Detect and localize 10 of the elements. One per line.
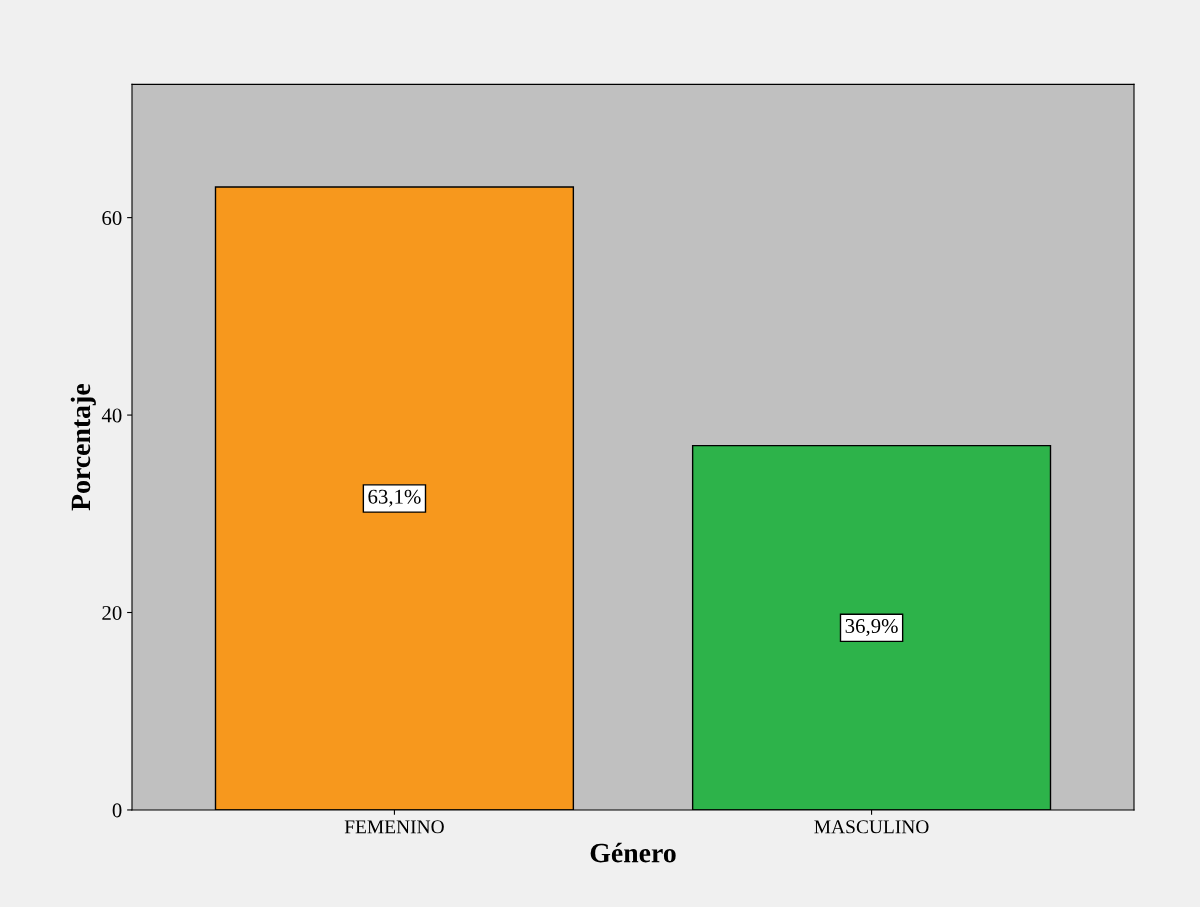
y-tick-label: 40	[101, 408, 122, 423]
x-tick-label: FEMENINO	[344, 820, 444, 834]
y-tick-label: 20	[102, 605, 122, 620]
data-label: 63,1%	[368, 489, 421, 507]
y-tick-label: 60	[102, 211, 122, 226]
y-tick-label: 0	[112, 803, 122, 818]
x-tick-label: MASCULINO	[814, 820, 929, 834]
x-axis-title: Género	[590, 842, 676, 863]
data-label: 36,9%	[845, 618, 898, 637]
y-axis-title: Porcentaje	[70, 384, 96, 511]
